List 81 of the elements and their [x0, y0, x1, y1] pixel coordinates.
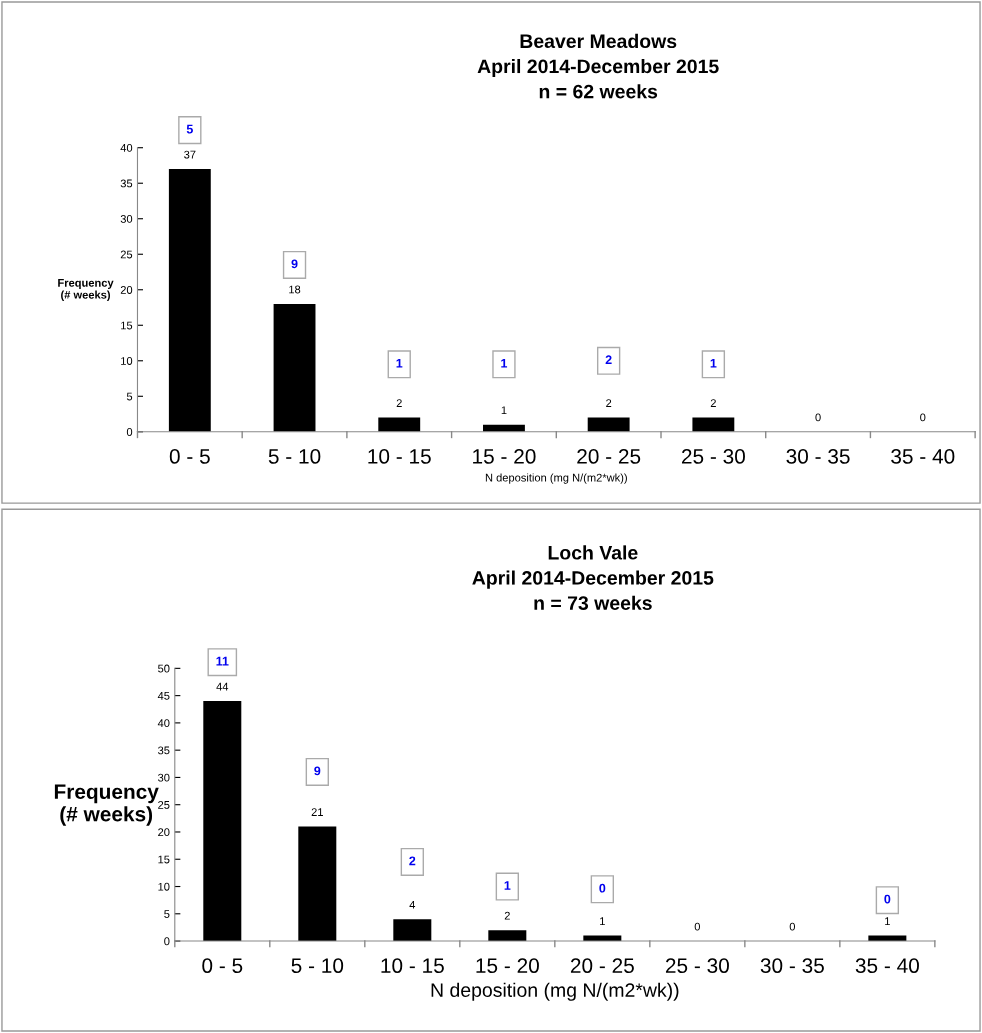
x-tick-label: 15 - 20	[476, 958, 539, 974]
bar	[168, 169, 211, 432]
chart-subtitle: April 2014-December 2015 n = 73 weeks	[472, 570, 714, 610]
data-label: 4	[409, 900, 416, 909]
data-label: 2	[396, 399, 402, 407]
bar	[587, 417, 630, 432]
bar	[378, 417, 421, 432]
chart-title: Loch Vale	[548, 545, 638, 560]
y-tick-label: 35	[120, 179, 133, 188]
y-tick-label: 10	[121, 357, 133, 365]
y-tick-label: 25	[158, 800, 170, 809]
y-tick-label: 15	[121, 321, 133, 330]
x-axis-title: N deposition (mg N/(m2*wk))	[431, 982, 679, 1001]
y-tick-label: 40	[157, 719, 170, 728]
text: 11	[216, 656, 229, 666]
data-label: 1	[501, 406, 507, 415]
x-tick-label: 25 - 30	[665, 958, 729, 974]
x-tick-label: 5 - 10	[291, 958, 344, 974]
y-tick-label: 10	[158, 882, 170, 891]
y-tick-label: 25	[120, 250, 133, 259]
data-label: 0	[920, 413, 926, 422]
annotation: 1	[504, 881, 511, 890]
annotation: 0	[884, 894, 891, 904]
data-label: 37	[184, 150, 196, 159]
y-tick-label: 40	[120, 143, 133, 152]
data-label: 44	[216, 682, 229, 691]
data-label: 0	[694, 922, 700, 931]
annotation: 1	[396, 358, 403, 368]
data-label: 2	[504, 911, 510, 920]
text: 5	[186, 124, 193, 134]
y-tick-label: 0	[164, 937, 170, 946]
data-label: 1	[600, 917, 605, 925]
x-tick-label: 30 - 35	[760, 958, 824, 974]
x-tick-label: 30 - 35	[786, 449, 850, 464]
data-label: 2	[606, 399, 612, 407]
y-axis-title: Frequency (# weeks)	[54, 784, 159, 826]
bar	[692, 417, 735, 432]
bar	[488, 930, 527, 942]
annotation: 9	[314, 766, 321, 776]
x-axis-title: N deposition (mg N/(m2*wk))	[485, 473, 627, 484]
y-tick-label: 30	[158, 773, 170, 782]
y-tick-label: 5	[164, 910, 170, 918]
x-tick-label: 20 - 25	[570, 958, 634, 974]
annotation: 0	[599, 883, 606, 893]
bar	[298, 826, 337, 942]
y-tick-label: 15	[158, 855, 170, 864]
y-tick-label: 50	[158, 664, 170, 673]
x-tick-label: 20 - 25	[577, 449, 641, 464]
y-tick-label: 20	[120, 286, 133, 294]
data-label: 18	[289, 285, 301, 294]
x-tick-label: 15 - 20	[473, 449, 536, 464]
x-tick-label: 0 - 5	[202, 958, 243, 974]
x-tick-label: 10 - 15	[368, 449, 431, 464]
data-label: 1	[885, 917, 890, 925]
chart-title: Beaver Meadows	[520, 33, 677, 49]
y-tick-label: 30	[120, 215, 133, 223]
annotation: 1	[501, 358, 508, 368]
y-axis-title: Frequency (# weeks)	[58, 279, 114, 301]
bar	[273, 303, 316, 432]
data-label: 0	[789, 922, 796, 931]
y-tick-label: 20	[158, 828, 170, 837]
bar	[203, 701, 242, 942]
x-tick-label: 10 - 15	[381, 958, 444, 974]
x-tick-label: 35 - 40	[891, 449, 955, 464]
y-tick-label: 0	[126, 428, 133, 436]
data-label: 0	[815, 413, 821, 422]
x-tick-label: 0 - 5	[169, 449, 210, 464]
x-tick-label: 5 - 10	[268, 449, 321, 464]
y-tick-label: 45	[157, 692, 170, 700]
bar	[393, 919, 432, 942]
y-tick-label: 35	[158, 746, 170, 755]
data-label: 2	[710, 399, 716, 407]
annotation: 2	[409, 856, 416, 866]
x-tick-label: 25 - 30	[681, 449, 745, 464]
annotation: 2	[605, 355, 612, 365]
y-tick-label: 5	[126, 392, 133, 401]
x-tick-label: 35 - 40	[855, 958, 919, 974]
annotation: 1	[710, 358, 717, 368]
annotation: 9	[291, 259, 298, 269]
data-label: 21	[311, 808, 323, 816]
chart-subtitle: April 2014-December 2015 n = 62 weeks	[477, 58, 719, 99]
